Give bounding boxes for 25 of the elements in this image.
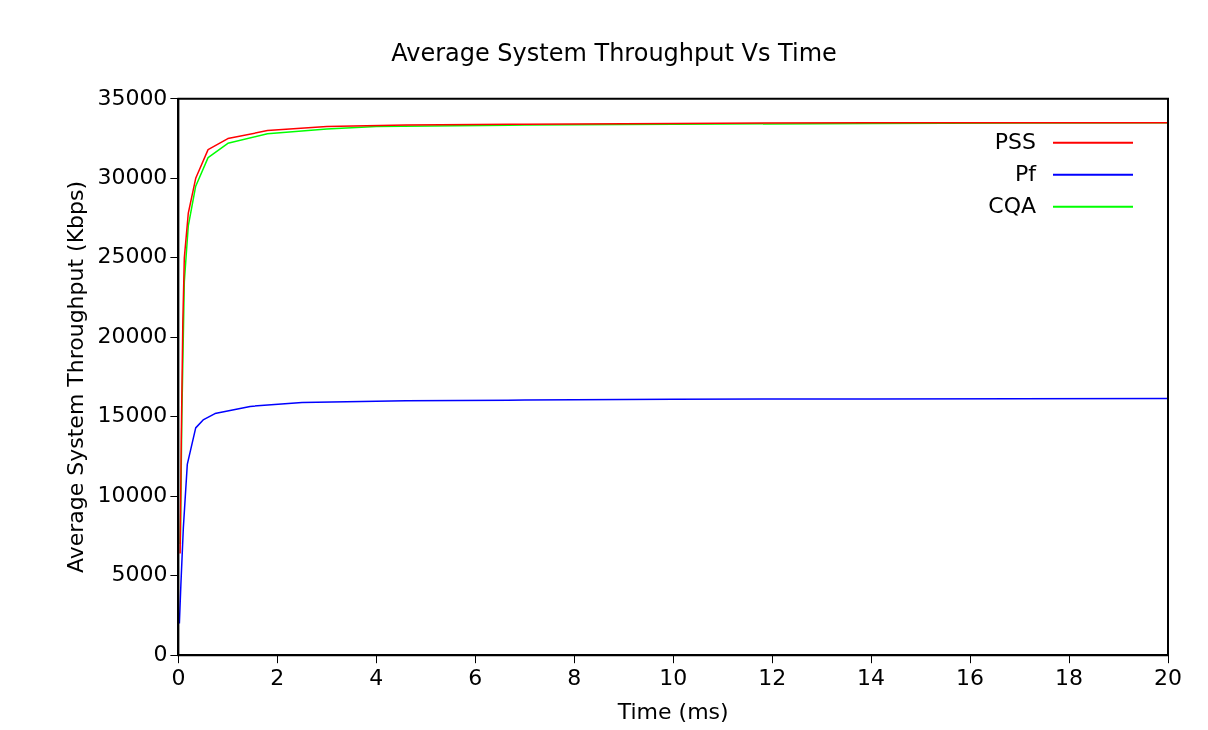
- x-tick-label: 0: [171, 665, 186, 691]
- x-tick-label: 16: [956, 665, 985, 691]
- x-tick-label: 10: [659, 665, 688, 691]
- y-tick-label: 35000: [97, 84, 168, 110]
- y-tick-label: 15000: [97, 402, 168, 428]
- y-tick-label: 25000: [97, 243, 168, 269]
- x-axis-title: Time (ms): [616, 698, 729, 724]
- y-tick-label: 20000: [97, 322, 168, 348]
- x-tick-label: 12: [758, 665, 787, 691]
- chart-title: Average System Throughput Vs Time: [391, 38, 837, 67]
- x-tick-label: 18: [1055, 665, 1084, 691]
- x-tick-label: 6: [468, 665, 483, 691]
- legend-label: PSS: [994, 128, 1036, 154]
- y-tick-label: 0: [153, 640, 168, 666]
- legend-label: Pf: [1014, 160, 1038, 186]
- y-tick-label: 10000: [97, 481, 168, 507]
- x-tick-label: 20: [1154, 665, 1182, 691]
- x-tick-label: 2: [270, 665, 285, 691]
- x-tick-label: 14: [857, 665, 886, 691]
- x-tick-label: 4: [369, 665, 384, 691]
- x-tick-label: 8: [567, 665, 582, 691]
- y-tick-label: 5000: [111, 561, 168, 587]
- legend-label: CQA: [988, 192, 1036, 218]
- y-tick-label: 30000: [97, 164, 168, 189]
- y-axis-title: Average System Throughput (Kbps): [62, 180, 88, 574]
